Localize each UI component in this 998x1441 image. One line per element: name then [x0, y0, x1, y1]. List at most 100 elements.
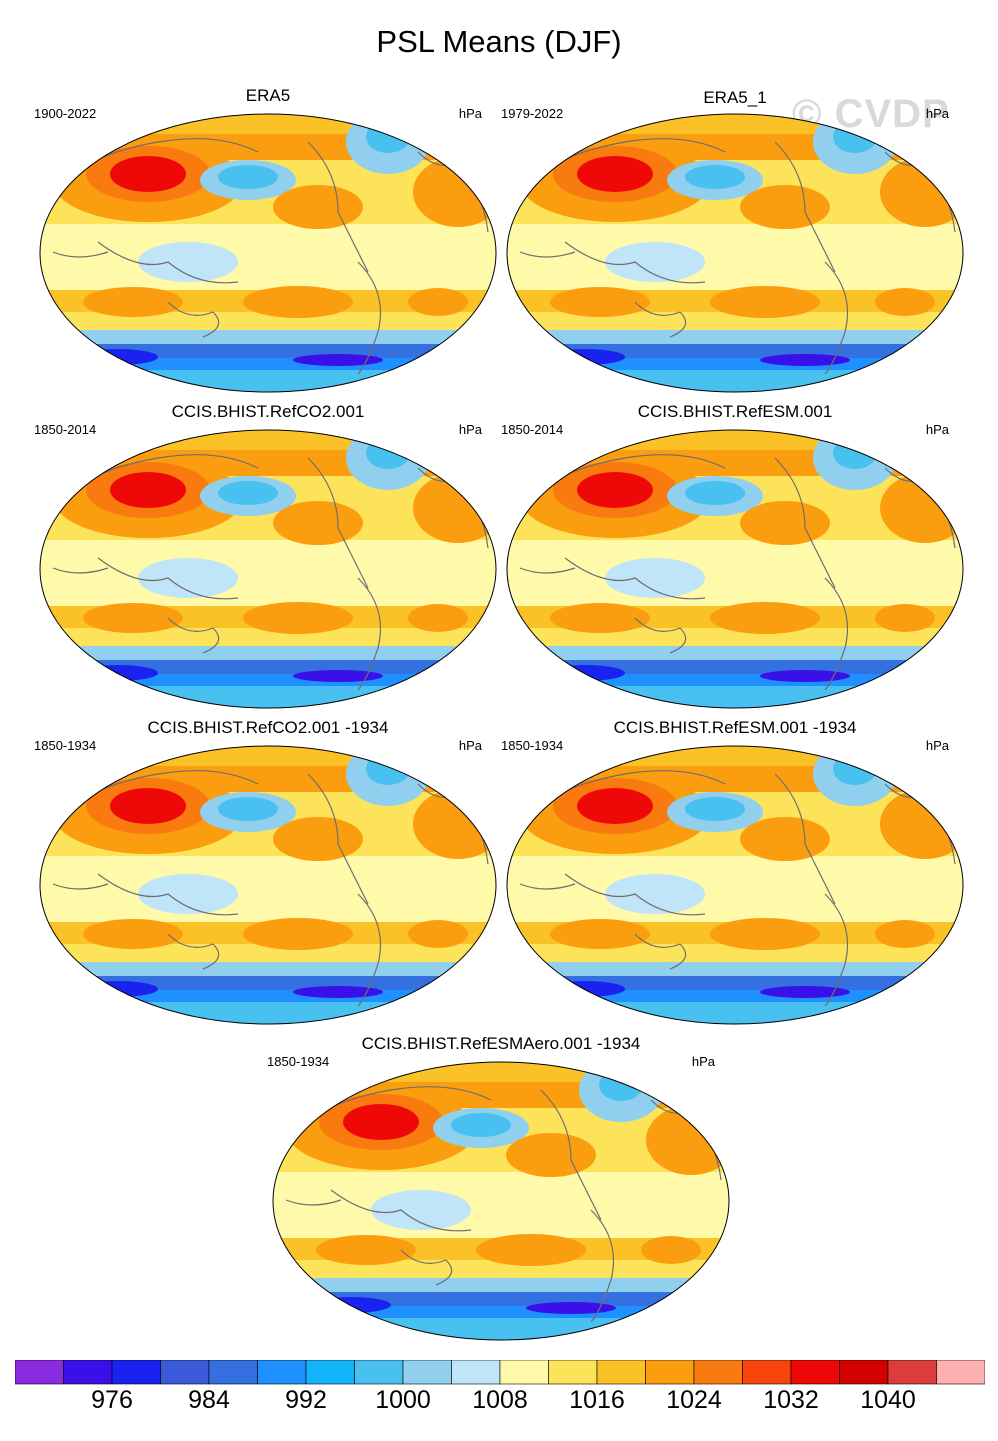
pressure-band [40, 962, 496, 976]
coastline [774, 773, 836, 905]
colorbar-tick-label: 1040 [860, 1386, 916, 1414]
coastline [634, 617, 687, 654]
subtropical-high-atlantic [408, 920, 468, 948]
panel-title: CCIS.BHIST.RefCO2.001 -1934 [147, 718, 389, 737]
na-high [273, 817, 363, 861]
panel-years: 1850-2014 [34, 422, 97, 437]
coastline [774, 141, 836, 273]
coastline [564, 873, 706, 916]
pressure-band [507, 856, 963, 922]
pressure-band [507, 358, 963, 370]
pressure-band [40, 358, 496, 370]
subtropical-high-pacific [243, 602, 353, 634]
colorbar-swatch [111, 1360, 161, 1385]
psl-map [506, 745, 964, 1025]
southern-low-core [293, 354, 383, 366]
coastline [357, 261, 382, 375]
siberian-high-core [110, 472, 186, 508]
pressure-band [40, 224, 496, 290]
panel-title: CCIS.BHIST.RefESM.001 [637, 402, 833, 421]
pressure-band [507, 646, 963, 660]
southern-low-core [545, 665, 625, 681]
pressure-band [507, 114, 963, 134]
map-panel-refco2-1934: CCIS.BHIST.RefCO2.001 -1934 1850-1934 hP… [34, 718, 498, 1044]
panel-units: hPa [458, 738, 482, 753]
panel-title: ERA5 [245, 86, 291, 105]
coastline [330, 1189, 472, 1232]
aleutian-low-core [451, 1113, 511, 1137]
colorbar-swatch [839, 1360, 889, 1385]
coastline [564, 557, 706, 600]
psl-map [506, 429, 964, 709]
southern-low-core [311, 1297, 391, 1313]
map-panel-refco2: CCIS.BHIST.RefCO2.001 1850-2014 hPa [34, 402, 498, 728]
pressure-band [40, 944, 496, 962]
pressure-band [273, 1318, 729, 1340]
colorbar-swatch [160, 1360, 210, 1385]
pressure-band [507, 312, 963, 330]
siberian-high-core [110, 788, 186, 824]
coastline [824, 893, 849, 1007]
colorbar-swatch [936, 1360, 985, 1385]
colorbar-tick-label: 984 [188, 1386, 230, 1414]
panel-units: hPa [925, 422, 949, 437]
panel-years: 1900-2022 [34, 106, 97, 121]
pressure-band [40, 646, 496, 660]
panel-title: CCIS.BHIST.RefESMAero.001 -1934 [361, 1034, 641, 1053]
pressure-band [40, 686, 496, 708]
colorbar-swatch [548, 1360, 598, 1385]
panel-years: 1979-2022 [501, 106, 564, 121]
colorbar-swatch [354, 1360, 404, 1385]
pressure-band [40, 746, 496, 766]
subtropical-high-pacific [243, 286, 353, 318]
na-high [273, 185, 363, 229]
southern-low-core [78, 349, 158, 365]
aleutian-low-core [218, 165, 278, 189]
aleutian-low-core [685, 481, 745, 505]
colorbar-tick-label: 992 [285, 1386, 327, 1414]
siberian-high-core [577, 156, 653, 192]
coastline [519, 567, 576, 574]
subtropical-high-atlantic [408, 288, 468, 316]
pressure-band [507, 1002, 963, 1024]
psl-map [39, 429, 497, 709]
icelandic-low-core [366, 121, 410, 153]
pressure-band [507, 540, 963, 606]
icelandic-low-core [599, 1069, 643, 1101]
pressure-band [273, 1278, 729, 1292]
coastline [52, 567, 109, 574]
map-border [39, 745, 497, 1025]
pressure-band [507, 224, 963, 290]
na-high [740, 185, 830, 229]
colorbar-tick-label: 1024 [666, 1386, 722, 1414]
coastline [285, 1199, 342, 1206]
pressure-band [40, 856, 496, 922]
pressure-band [507, 962, 963, 976]
panel-units: hPa [925, 106, 949, 121]
coastline [519, 251, 576, 258]
subtropical-high-indian [550, 603, 650, 633]
map-border [506, 745, 964, 1025]
colorbar-swatch [63, 1360, 113, 1385]
southern-low-core [760, 986, 850, 998]
panel-units: hPa [691, 1054, 715, 1069]
colorbar-swatch [596, 1360, 646, 1385]
southern-low-core [760, 670, 850, 682]
coastline [540, 1089, 602, 1221]
colorbar-swatch [402, 1360, 452, 1385]
subtropical-high-pacific [476, 1234, 586, 1266]
psl-map [39, 113, 497, 393]
panel-years: 1850-1934 [34, 738, 97, 753]
panel-units: hPa [458, 106, 482, 121]
map-border [506, 113, 964, 393]
southern-low-core [526, 1302, 616, 1314]
aleutian-low-core [218, 481, 278, 505]
panel-title: ERA5_1 [703, 88, 767, 107]
map-panel-era5-1: ERA5_1 1979-2022 hPa [501, 88, 965, 412]
map-panel-era5: ERA5 1900-2022 hPa [34, 86, 498, 412]
siberian-high-core [577, 788, 653, 824]
subtropical-high-indian [83, 919, 183, 949]
colorbar-tick-label: 1016 [569, 1386, 625, 1414]
southern-low-core [293, 986, 383, 998]
subtropical-high-atlantic [408, 604, 468, 632]
